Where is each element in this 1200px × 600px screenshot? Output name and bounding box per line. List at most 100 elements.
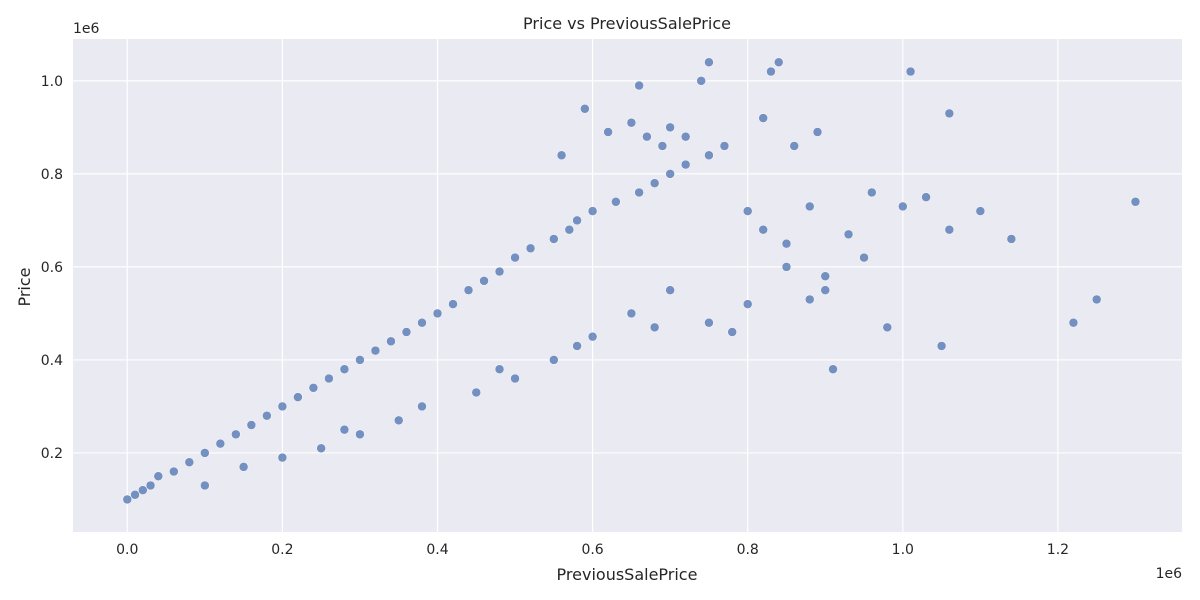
- x-tick-label: 0.0: [116, 542, 138, 558]
- scatter-point: [611, 197, 621, 207]
- scatter-point: [781, 262, 792, 272]
- scatter-point: [642, 131, 652, 142]
- scatter-point: [773, 57, 784, 68]
- y-tick-label: 0.2: [41, 446, 63, 462]
- scatter-point: [843, 229, 854, 240]
- scatter-point: [549, 355, 559, 365]
- scatter-point: [580, 104, 590, 114]
- scatter-point: [719, 141, 730, 151]
- scatter-point: [781, 238, 792, 249]
- scatter-point: [603, 127, 613, 137]
- scatter-point: [704, 57, 714, 68]
- scatter-point: [936, 341, 947, 351]
- scatter-point: [393, 415, 404, 426]
- scatter-point: [510, 252, 520, 263]
- scatter-point: [804, 294, 815, 305]
- scatter-point: [626, 117, 637, 128]
- scatter-point: [122, 494, 133, 505]
- scatter-point: [665, 169, 675, 179]
- scatter-point: [665, 122, 675, 133]
- scatter-point: [1006, 234, 1017, 244]
- scatter-point: [649, 322, 660, 333]
- scatter-point: [789, 141, 799, 151]
- scatter-point: [804, 201, 815, 212]
- scatter-point: [293, 392, 303, 402]
- plot-area: [73, 39, 1182, 532]
- scatter-point: [479, 276, 489, 286]
- y-tick-labels: 0.2 0.4 0.6 0.8 1.0: [41, 74, 63, 462]
- scatter-point: [448, 299, 458, 309]
- grid-lines: [73, 39, 1182, 532]
- scatter-point: [525, 243, 536, 254]
- scatter-point: [742, 299, 753, 309]
- scatter-point: [432, 308, 443, 319]
- scatter-point: [494, 266, 505, 277]
- scatter-point: [386, 336, 396, 347]
- scatter-point: [572, 215, 582, 226]
- scatter-point: [169, 466, 179, 477]
- x-tick-label: 1.2: [1047, 542, 1069, 558]
- x-tick-label: 0.8: [737, 542, 759, 558]
- scatter-point: [1068, 317, 1079, 328]
- scatter-point: [944, 108, 955, 119]
- scatter-point: [556, 150, 567, 161]
- scatter-point: [231, 429, 241, 440]
- scatter-point: [665, 285, 675, 295]
- y-tick-label: 0.6: [41, 260, 63, 276]
- data-points: [122, 57, 1141, 505]
- x-tick-label: 0.2: [271, 542, 293, 558]
- scatter-point: [277, 401, 288, 412]
- x-tick-label: 0.4: [426, 542, 448, 558]
- scatter-point: [649, 178, 660, 188]
- scatter-point: [626, 308, 637, 319]
- scatter-point: [238, 462, 249, 472]
- scatter-point: [587, 206, 598, 216]
- scatter-point: [339, 364, 350, 374]
- x-tick-label: 0.6: [581, 542, 603, 558]
- scatter-point: [355, 429, 365, 440]
- scatter-point: [921, 192, 931, 202]
- scatter-point: [316, 443, 326, 454]
- scatter-point: [401, 327, 412, 337]
- scatter-point: [138, 485, 148, 495]
- scatter-point: [153, 471, 164, 481]
- x-tick-label: 1.0: [892, 542, 914, 558]
- scatter-point: [859, 252, 869, 263]
- scatter-point: [704, 317, 714, 328]
- scatter-point: [882, 322, 893, 333]
- scatter-point: [130, 490, 140, 500]
- scatter-point: [184, 457, 195, 467]
- scatter-point: [820, 271, 831, 281]
- scatter-point: [680, 131, 691, 142]
- scatter-point: [215, 438, 226, 449]
- scatter-point: [758, 113, 768, 123]
- scatter-point: [370, 345, 381, 356]
- scatter-point: [339, 424, 350, 435]
- scatter-point: [634, 80, 644, 91]
- scatter-point: [471, 387, 482, 398]
- scatter-point: [680, 159, 691, 170]
- scatter-point: [277, 452, 288, 463]
- scatter-point: [200, 480, 210, 491]
- scatter-point: [704, 150, 714, 161]
- scatter-point: [510, 373, 520, 384]
- scatter-point: [758, 224, 768, 235]
- scatter-point: [549, 234, 559, 244]
- scatter-point: [820, 285, 831, 295]
- scatter-point: [246, 420, 257, 430]
- scatter-point: [463, 285, 474, 295]
- y-tick-label: 0.8: [41, 167, 63, 183]
- scatter-point: [975, 206, 986, 216]
- scatter-point: [1130, 197, 1141, 207]
- scatter-point: [1091, 294, 1102, 305]
- scatter-point: [867, 187, 877, 198]
- scatter-point: [200, 448, 210, 458]
- scatter-point: [308, 383, 319, 393]
- scatter-point: [324, 373, 334, 384]
- scatter-point: [634, 187, 644, 198]
- x-axis-offset-text: 1e6: [1156, 566, 1183, 582]
- scatter-point: [696, 76, 706, 86]
- scatter-point: [944, 224, 955, 235]
- scatter-point: [905, 66, 916, 77]
